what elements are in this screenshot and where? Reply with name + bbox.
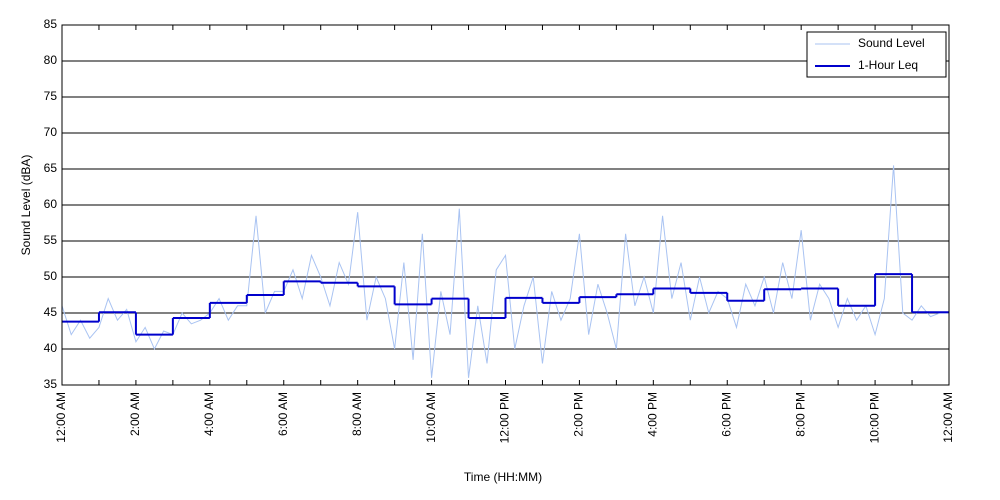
y-tick-label: 60 [44, 197, 58, 211]
x-tick-label: 10:00 PM [867, 392, 881, 443]
y-tick-label: 35 [44, 377, 58, 391]
x-tick-label: 4:00 AM [202, 392, 216, 436]
x-tick-label: 8:00 PM [793, 392, 807, 437]
x-tick-label: 12:00 PM [498, 392, 512, 443]
x-tick-label: 6:00 AM [276, 392, 290, 436]
x-tick-label: 12:00 AM [941, 392, 955, 443]
y-axis-label: Sound Level (dBA) [19, 155, 33, 256]
y-tick-label: 50 [44, 269, 58, 283]
y-tick-label: 85 [44, 17, 58, 31]
legend-box [806, 31, 947, 78]
x-axis-label: Time (HH:MM) [464, 470, 542, 484]
y-tick-label: 75 [44, 89, 58, 103]
x-tick-label: 4:00 PM [646, 392, 660, 437]
y-tick-label: 45 [44, 305, 58, 319]
y-tick-label: 55 [44, 233, 58, 247]
x-tick-label: 10:00 AM [424, 392, 438, 443]
y-tick-label: 65 [44, 161, 58, 175]
x-tick-label: 2:00 PM [572, 392, 586, 437]
y-tick-label: 40 [44, 341, 58, 355]
x-tick-label: 12:00 AM [54, 392, 68, 443]
y-tick-label: 70 [44, 125, 58, 139]
x-tick-label: 6:00 PM [719, 392, 733, 437]
y-tick-label: 80 [44, 53, 58, 67]
legend-label: Sound Level [858, 36, 925, 50]
plot-frame [61, 24, 950, 386]
x-tick-label: 8:00 AM [350, 392, 364, 436]
x-tick-label: 2:00 AM [128, 392, 142, 436]
legend-label: 1-Hour Leq [858, 58, 918, 72]
